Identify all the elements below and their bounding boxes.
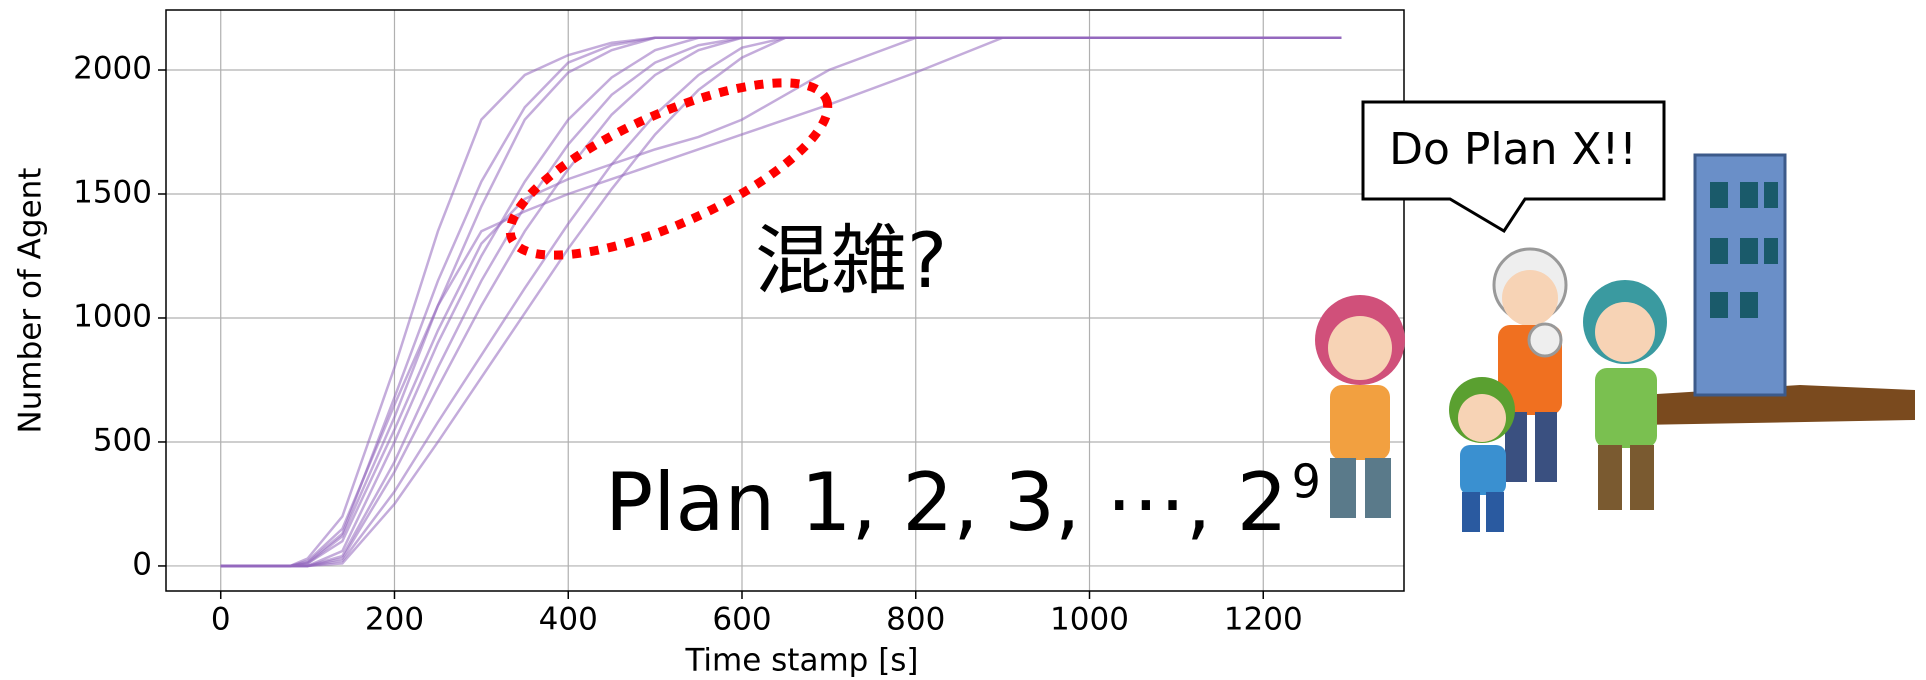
y-axis-label: Number of Agent — [13, 168, 49, 434]
y-tick-label: 2000 — [73, 51, 152, 87]
x-tick-label: 400 — [539, 602, 598, 638]
x-tick-label: 1200 — [1224, 602, 1303, 638]
y-tick-label: 1500 — [73, 174, 152, 210]
x-tick-label: 200 — [365, 602, 424, 638]
illustration: Do Plan X!! — [1315, 102, 1915, 532]
plans-label: Plan 1, 2, 3, ⋯, 2 — [605, 456, 1288, 549]
congestion-label: 混雑? — [755, 216, 947, 305]
y-tick-label: 0 — [132, 546, 152, 582]
speech-text: Do Plan X!! — [1389, 124, 1637, 175]
plot: 0 200 400 600 800 1000 1200 0 500 1000 1500 2000 Tim… — [13, 10, 1405, 679]
person-helmet — [1494, 249, 1566, 482]
page: 0 200 400 600 800 1000 1200 0 500 1000 1500 2000 Tim… — [0, 0, 1926, 680]
y-tick-label: 500 — [93, 422, 152, 458]
x-axis-label: Time stamp [s] — [684, 643, 918, 679]
x-tick-label: 1000 — [1050, 602, 1129, 638]
x-tick-label: 600 — [712, 602, 771, 638]
plans-superscript: 9 — [1292, 455, 1321, 509]
person-red — [1315, 295, 1405, 518]
x-tick-label: 0 — [211, 602, 231, 638]
person-child — [1449, 377, 1515, 532]
y-tick-label: 1000 — [73, 298, 152, 334]
x-tick-label: 800 — [886, 602, 945, 638]
person-teal — [1583, 280, 1667, 510]
